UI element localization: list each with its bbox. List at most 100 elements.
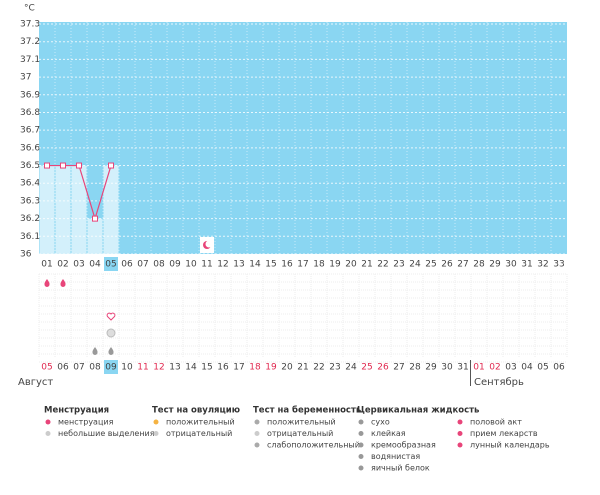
legend-icon [358,454,364,459]
legend-title: Тест на беременность [253,405,361,416]
date-label: 05 [537,363,548,373]
legend-item: лунный календарь [470,441,550,450]
legend-icon [254,419,260,425]
heart-icon [106,312,116,321]
x-tick-label: 04 [89,260,101,270]
date-label: 07 [73,363,84,373]
point [44,162,50,169]
date-label: 21 [297,363,308,373]
x-tick-label: 30 [505,260,517,270]
month-label: Август [18,377,53,388]
legend-item: половой акт [470,418,522,427]
point [76,162,82,169]
column-fill [71,165,87,254]
x-tick-label: 27 [457,260,468,270]
moon-icon-cut [205,240,213,248]
legend-item: отрицательный [267,429,333,438]
y-tick-label: 37 [20,73,31,83]
date-label: 18 [249,363,261,373]
date-label: 01 [473,363,484,373]
month-label: Сентябрь [474,377,524,388]
legend-item: положительный [166,418,235,427]
y-axis-label: °C [24,4,35,14]
y-tick-label: 36.2 [20,214,40,224]
legend-item: отрицательный [166,429,232,438]
column-fill [103,165,119,254]
point [108,162,114,169]
date-label: 28 [409,363,421,373]
legend-icon [358,465,364,471]
point [92,215,98,222]
date-label: 09 [105,363,117,373]
y-tick-label: 37.2 [20,37,40,47]
x-tick-label: 20 [345,260,357,270]
x-tick-label: 26 [441,260,453,270]
legend-icon [457,419,463,425]
date-label: 15 [201,363,212,373]
date-label: 06 [553,363,565,373]
date-label: 23 [329,363,340,373]
y-tick-label: 36.9 [20,90,40,100]
date-label: 06 [57,363,69,373]
x-tick-label: 05 [105,260,116,270]
date-label: 11 [137,363,148,373]
date-label: 03 [505,363,516,373]
legend-item: менструация [58,418,114,427]
date-label: 02 [489,363,500,373]
legend-icon [45,431,51,436]
legend-title: Тест на овуляцию [152,406,240,416]
legend-item: слабоположительный [267,441,360,450]
x-tick-label: 33 [553,260,564,270]
x-tick-label: 11 [201,260,212,270]
x-tick-label: 10 [185,260,197,270]
date-label: 10 [121,363,133,373]
x-tick-label: 01 [41,260,52,270]
date-label: 12 [153,363,164,373]
date-label: 05 [41,363,52,373]
legend-item: прием лекарств [470,429,538,438]
date-label: 17 [233,363,244,373]
legend-icon [358,442,364,448]
x-tick-label: 06 [121,260,133,270]
legend-icon [358,431,364,436]
point [60,162,66,169]
x-tick-label: 12 [217,260,228,270]
today-box [104,360,118,374]
legend-icon [153,419,159,425]
date-label: 08 [89,363,101,373]
legend-icon [153,431,159,436]
x-tick-label: 17 [297,260,308,270]
date-label: 14 [185,363,197,373]
x-tick-label: 03 [73,260,84,270]
x-tick-label: 23 [393,260,404,270]
x-tick-label: 02 [57,260,68,270]
date-label: 27 [393,363,404,373]
x-tick-label: 22 [377,260,388,270]
x-tick-label: 24 [409,260,421,270]
pill-icon [106,328,116,338]
column-fill [39,165,55,254]
legend-icon [254,431,260,436]
legend-title: Менструация [44,406,109,416]
x-tick-label: 15 [265,260,276,270]
x-tick-label: 31 [521,260,532,270]
y-tick-label: 36.4 [20,179,40,189]
date-label: 26 [377,363,389,373]
date-label: 04 [521,363,533,373]
legend-item: клейкая [371,429,406,438]
x-tick-label: 18 [313,260,325,270]
legend-item: яичный белок [371,464,430,473]
date-label: 31 [457,363,468,373]
x-tick-label: 14 [249,260,261,270]
date-label: 19 [265,363,277,373]
x-tick-label: 08 [153,260,165,270]
x-tick-label: 25 [425,260,436,270]
y-tick-label: 36.5 [20,161,40,171]
date-label: 24 [345,363,357,373]
x-tick-label: 07 [137,260,148,270]
legend-icon [457,431,463,436]
x-tick-label: 21 [361,260,372,270]
drop-icon [92,347,98,355]
y-tick-label: 37.1 [20,55,40,65]
